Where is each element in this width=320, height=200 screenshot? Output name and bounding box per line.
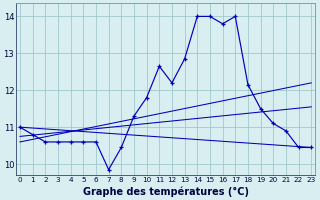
X-axis label: Graphe des températures (°C): Graphe des températures (°C): [83, 186, 249, 197]
